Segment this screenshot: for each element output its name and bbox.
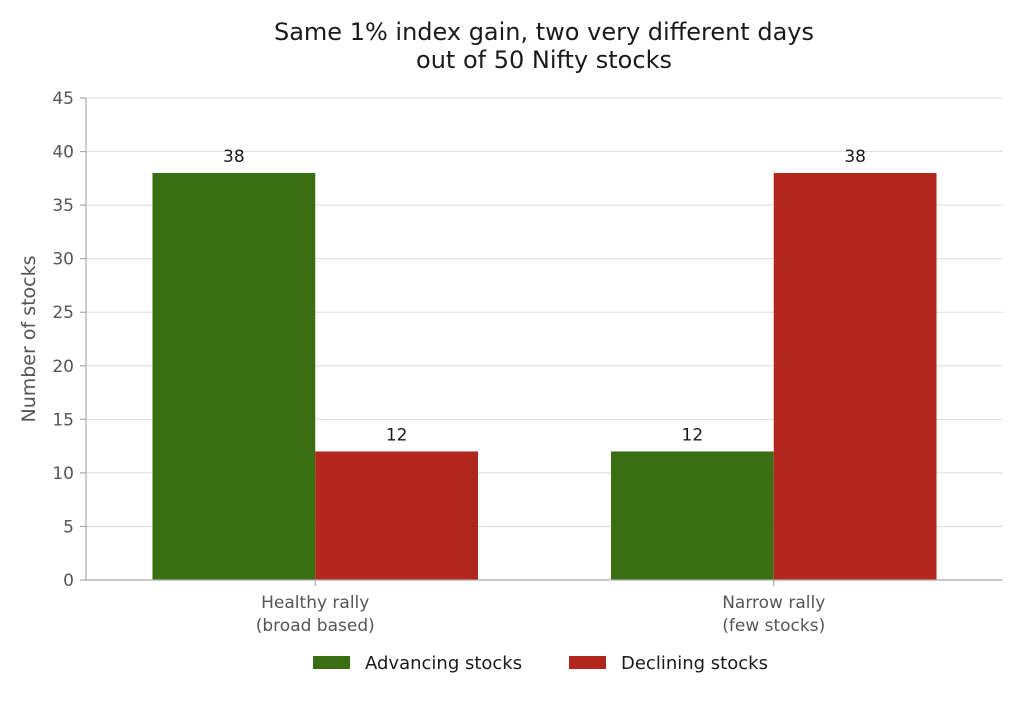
x-tick-label: Narrow rally (722, 593, 825, 613)
y-tick-label: 25 (52, 303, 74, 323)
bar-declining-stocks (315, 451, 479, 580)
y-tick-label: 35 (52, 196, 74, 216)
legend-swatch (313, 656, 350, 669)
legend: Advancing stocks Declining stocks (313, 653, 768, 674)
y-tick-label: 15 (52, 410, 74, 430)
x-tick-label: (few stocks) (722, 616, 825, 636)
bar-advancing-stocks (152, 172, 316, 580)
legend-label: Advancing stocks (365, 653, 522, 674)
legend-label: Declining stocks (621, 653, 768, 674)
legend-swatch (569, 656, 606, 669)
y-tick-label: 20 (52, 357, 74, 377)
y-axis-label: Number of stocks (18, 255, 40, 422)
bars (152, 172, 937, 580)
x-tick-label: Healthy rally (261, 593, 369, 613)
y-tick-label: 30 (52, 250, 74, 270)
bar-declining-stocks (773, 172, 937, 580)
y-tick-label: 10 (52, 464, 74, 484)
data-labels: 38 12 12 38 (223, 147, 866, 445)
bar-value-label: 12 (386, 425, 408, 445)
y-tick-label: 45 (52, 89, 74, 109)
x-axis-ticks: Healthy rally (broad based) Narrow rally (f… (256, 580, 825, 636)
y-axis-ticks: 0 5 10 15 20 25 30 35 40 45 (52, 89, 86, 591)
chart-title: Same 1% index gain, two very different d… (274, 18, 814, 74)
y-tick-label: 0 (63, 571, 74, 591)
x-tick-label: (broad based) (256, 616, 375, 636)
chart-title-line: Same 1% index gain, two very different d… (274, 18, 814, 46)
axes (85, 98, 1003, 581)
y-tick-label: 40 (52, 143, 74, 163)
bar-value-label: 12 (682, 425, 704, 445)
chart-title-line: out of 50 Nifty stocks (416, 46, 672, 74)
bar-advancing-stocks (610, 451, 774, 580)
bar-value-label: 38 (223, 147, 245, 167)
bar-value-label: 38 (844, 147, 866, 167)
y-tick-label: 5 (63, 517, 74, 537)
